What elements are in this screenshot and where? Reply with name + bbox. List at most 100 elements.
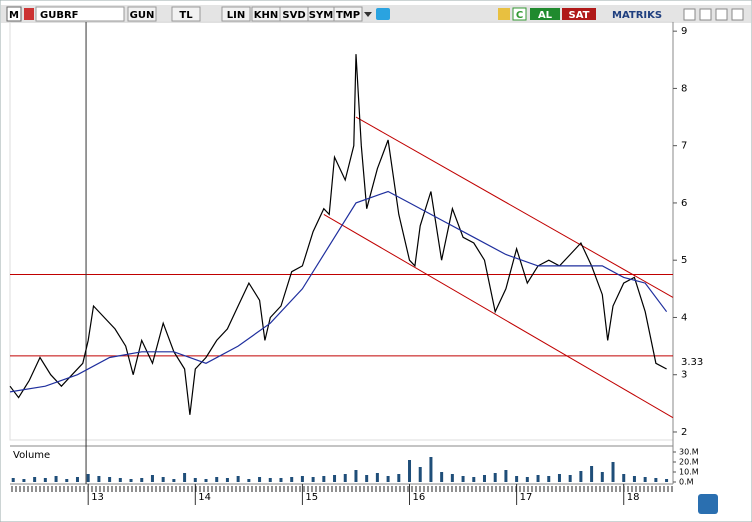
volume-bar [108,477,112,482]
volume-bar [600,472,604,482]
toolbar-button[interactable] [333,6,363,22]
volume-bar [611,462,615,482]
x-tick-label: 17 [520,492,533,503]
volume-bar [429,457,433,482]
volume-bar [590,466,594,482]
volume-bar [97,476,101,482]
volume-bar [386,476,390,482]
y-tick-label: 4 [681,312,687,323]
minimize-button[interactable] [683,8,696,21]
volume-bar [493,473,497,482]
volume-bar [215,477,219,482]
buy-button[interactable] [530,8,560,20]
volume-tick-label: 20.M [679,458,699,467]
volume-bar [258,477,262,482]
volume-bar [43,478,47,482]
toolbar-button-label: KHN [254,10,279,21]
volume-bar [365,475,369,482]
refresh-button[interactable] [512,7,527,21]
toolbar-button-label: GUN [130,10,155,21]
volume-bar [161,477,165,482]
volume-bar [632,476,636,482]
volume-bar [22,479,26,482]
volume-bar [86,474,90,482]
volume-bar [236,476,240,482]
volume-bar [311,477,315,482]
buy-label: AL [538,10,553,21]
x-tick-label: 16 [413,492,426,503]
trend-line [323,213,674,419]
symbol-field[interactable] [35,6,125,22]
volume-bar [515,476,519,482]
toolbar-button[interactable] [127,6,157,22]
toolbar-button[interactable] [171,6,201,22]
volume-bar [472,477,476,482]
x-tick-label: 15 [305,492,318,503]
tool-icon[interactable] [498,8,510,20]
series-line [9,54,667,415]
volume-bar [150,475,154,482]
toolbar-button[interactable] [221,6,251,22]
volume-bar [525,477,529,482]
toolbar-button-label: TMP [336,10,360,21]
volume-bar [193,478,197,482]
volume-bar [408,460,412,482]
volume-bar [225,478,229,482]
volume-bar [247,479,251,482]
maximize-button[interactable] [715,8,728,21]
volume-bar [547,476,551,482]
volume-bar [172,479,176,482]
toolbar-button-label: TL [179,10,193,21]
y-tick-label: 6 [681,198,687,209]
trend-line [355,116,674,298]
volume-bar [461,476,465,482]
volume-bar [183,473,187,482]
volume-bar [579,471,583,482]
twitter-icon[interactable] [376,8,390,20]
y-tick-label: 9 [681,26,687,37]
refresh-label: C [516,10,523,21]
dropdown-arrow[interactable] [364,12,372,17]
volume-tick-label: 30.M [679,448,699,457]
toolbar-button-label: LIN [227,10,245,21]
y-tick-label: 5 [681,255,687,266]
brand: MATRIKS [612,10,662,21]
symbol: GUBRF [40,10,78,21]
logo: M [9,10,19,21]
volume-bar [622,474,626,482]
volume-bar [418,467,422,482]
series-line [9,190,668,393]
volume-bar [504,470,508,482]
x-tick-label: 13 [91,492,104,503]
y-tick-label: 2 [681,427,687,438]
volume-bar [536,475,540,482]
volume-bar [343,474,347,482]
volume-bar [118,478,122,482]
x-tick-label: 18 [627,492,640,503]
x-tick-label: 14 [198,492,211,503]
volume-bar [54,476,58,482]
volume-bar [290,477,294,482]
volume-bar [643,477,647,482]
volume-bar [397,474,401,482]
volume-bar [129,479,133,482]
volume-bar [354,470,358,482]
toolbar-button-label: SVD [282,10,305,21]
y-tick-label: 3 [681,370,687,381]
sell-button[interactable] [562,8,596,20]
window-button[interactable] [699,8,712,21]
volume-bar [33,477,37,482]
flag [24,8,34,20]
close-button[interactable] [731,8,744,21]
logo-box[interactable] [6,6,22,22]
volume-bar [665,479,669,482]
volume-bar [654,478,658,482]
settings-button[interactable] [698,494,718,514]
level-label: 3.33 [681,357,703,368]
y-tick-label: 8 [681,83,687,94]
volume-tick-label: 10.M [679,468,699,477]
volume-bar [268,478,272,482]
sell-label: SAT [569,10,590,21]
